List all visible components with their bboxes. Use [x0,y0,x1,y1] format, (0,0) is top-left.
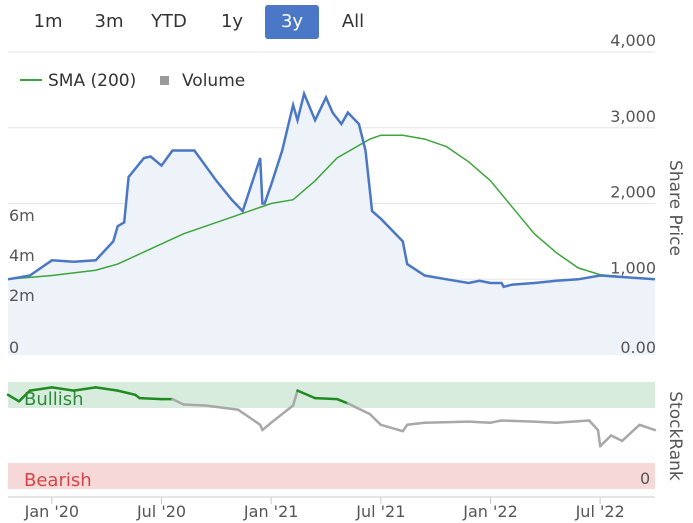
stockrank-segment [204,404,240,412]
stockrank-segment [489,419,503,424]
stockrank-segment [405,421,426,427]
time-tick-label: Jul '22 [575,502,625,521]
range-btn-1m[interactable]: 1m [33,11,63,32]
time-tick-label: Jan '20 [24,502,80,521]
stockrank-segment [555,419,591,424]
stockrank-segment [379,423,405,433]
price-tick-label: 0.00 [620,338,656,357]
stockrank-segment [401,423,409,433]
price-tick-label: 2,000 [610,183,656,202]
range-selector: 1m 3m YTD 1y 3y All [0,0,400,44]
stockrank-segment [313,396,339,401]
stockrank-segment [72,386,97,392]
stockrank-segment [17,389,32,403]
legend-volume-label[interactable]: Volume [182,71,245,91]
stockrank-segment [28,386,54,392]
bearish-band [8,463,655,489]
sma-line [7,134,656,281]
stockrank-segment [269,404,295,424]
stockrank-segment [609,434,624,443]
time-tick-label: Jan '21 [243,502,299,521]
stockrank-segment [237,408,262,427]
bullish-band [8,382,655,408]
stockrank-axis-title: StockRank [665,391,685,481]
volume-tick-label: 2m [9,286,35,305]
stockrank-segment [6,393,21,403]
stockrank-segment [291,389,299,407]
price-tick-label: 1,000 [610,258,656,277]
stockrank-segment [467,420,492,424]
volume-tick-label: 0 [9,338,19,357]
price-axis-title: Share Price [665,160,685,256]
stockrank-segment [171,397,185,406]
stockrank-segment [587,419,600,432]
price-tick-label: 3,000 [610,107,656,126]
legend-sma-label[interactable]: SMA (200) [48,71,136,91]
price-tick-label: 4,000 [610,31,656,50]
stockrank-segment [423,420,470,424]
price-line [7,89,656,289]
volume-axis: 0 2m 4m 6m [9,206,35,357]
range-btn-3m[interactable]: 3m [94,11,124,32]
range-btn-all[interactable]: All [341,11,365,32]
volume-tick-label: 6m [9,206,35,225]
stockrank-segment [346,402,372,416]
stockrank-segment [138,396,163,401]
stockrank-segment [296,389,317,400]
stockrank-segment [598,434,613,448]
stockrank-segment [368,412,383,427]
stockrank-lines [6,386,657,448]
bearish-band-label: Bearish [24,470,92,491]
range-btn-3y[interactable]: 3y [265,5,319,39]
time-tick-label: Jul '21 [355,502,405,521]
stockrank-segment [533,420,558,424]
legend-volume-swatch [160,76,169,85]
stockrank-segment [596,428,602,448]
stockrank-segment [50,386,76,392]
stockrank-segment [94,386,119,392]
stockrank-segment [261,421,273,432]
price-axis: 0.00 1,000 2,000 3,000 4,000 [610,31,656,357]
range-btn-ytd[interactable]: YTD [151,11,187,32]
stockrank-segment [335,397,350,405]
time-tick-label: Jan '22 [462,502,518,521]
range-btn-1y[interactable]: 1y [220,11,244,32]
bullish-band-label: Bullish [24,389,84,410]
stockrank-axis-zero: 0 [640,469,650,488]
stockrank-segment [500,419,536,423]
volume-tick-label: 4m [9,246,35,265]
stockrank-segment [116,389,137,397]
stockrank-segment [638,423,657,432]
stockrank-segment [620,423,641,443]
time-tick-label: Jul '20 [136,502,186,521]
price-area-fill [8,93,655,355]
stockrank-segment [182,403,207,407]
time-axis: Jan '20 Jul '20 Jan '21 Jul '21 Jan '22 Jul '… [8,496,655,521]
